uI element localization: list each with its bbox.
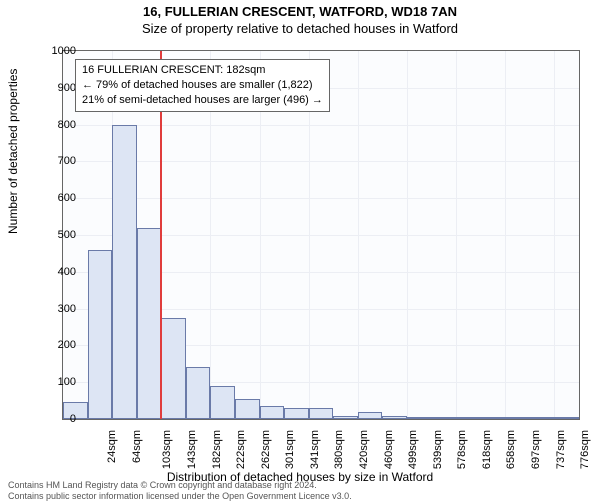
xtick-label: 578sqm (456, 430, 468, 469)
bar (309, 408, 334, 419)
ytick-label: 900 (36, 82, 76, 94)
ytick-label: 300 (36, 303, 76, 315)
bar (456, 417, 481, 419)
ytick-label: 400 (36, 266, 76, 278)
xtick-label: 143sqm (186, 430, 198, 469)
bar (358, 412, 383, 419)
xtick-label: 460sqm (383, 430, 395, 469)
footer: Contains HM Land Registry data © Crown c… (8, 480, 352, 502)
xtick-label: 222sqm (235, 430, 247, 469)
gridline-h (63, 198, 579, 199)
y-axis-title: Number of detached properties (6, 69, 20, 234)
xtick-label: 341sqm (309, 430, 321, 469)
bar (161, 318, 186, 419)
bar (210, 386, 235, 419)
gridline-v (554, 51, 555, 419)
gridline-v (505, 51, 506, 419)
gridline-v (358, 51, 359, 419)
annotation-line2: ← 79% of detached houses are smaller (1,… (82, 78, 323, 93)
annotation-line1: 16 FULLERIAN CRESCENT: 182sqm (82, 63, 323, 78)
plot-region: 16 FULLERIAN CRESCENT: 182sqm ← 79% of d… (62, 50, 580, 420)
xtick-label: 776sqm (579, 430, 591, 469)
xtick-label: 658sqm (506, 430, 518, 469)
bar (88, 250, 113, 419)
xtick-label: 618sqm (481, 430, 493, 469)
xtick-label: 301sqm (284, 430, 296, 469)
xtick-label: 64sqm (131, 430, 143, 463)
bar (333, 416, 358, 419)
bar (112, 125, 137, 419)
bar (284, 408, 309, 419)
annotation-box: 16 FULLERIAN CRESCENT: 182sqm ← 79% of d… (75, 59, 330, 112)
bar (407, 417, 432, 419)
gridline-h (63, 161, 579, 162)
bar (530, 417, 555, 419)
chart-area: 16 FULLERIAN CRESCENT: 182sqm ← 79% of d… (62, 50, 580, 420)
xtick-label: 697sqm (530, 430, 542, 469)
ytick-label: 0 (36, 413, 76, 425)
xtick-label: 182sqm (211, 430, 223, 469)
bar (260, 406, 285, 419)
gridline-v (407, 51, 408, 419)
page-subtitle: Size of property relative to detached ho… (0, 21, 600, 36)
ytick-label: 200 (36, 339, 76, 351)
xtick-label: 737sqm (555, 430, 567, 469)
xtick-label: 539sqm (432, 430, 444, 469)
bar (235, 399, 260, 419)
page-address: 16, FULLERIAN CRESCENT, WATFORD, WD18 7A… (0, 4, 600, 19)
bar (382, 416, 407, 419)
gridline-v (456, 51, 457, 419)
bar (554, 417, 579, 419)
annotation-line3: 21% of semi-detached houses are larger (… (82, 93, 323, 108)
xtick-label: 420sqm (358, 430, 370, 469)
ytick-label: 1000 (36, 45, 76, 57)
bar (432, 417, 457, 419)
ytick-label: 800 (36, 119, 76, 131)
bar (505, 417, 530, 419)
ytick-label: 500 (36, 229, 76, 241)
xtick-label: 499sqm (407, 430, 419, 469)
xtick-label: 380sqm (334, 430, 346, 469)
xtick-label: 24sqm (106, 430, 118, 463)
ytick-label: 700 (36, 155, 76, 167)
xtick-label: 103sqm (162, 430, 174, 469)
ytick-label: 100 (36, 376, 76, 388)
footer-line1: Contains HM Land Registry data © Crown c… (8, 480, 352, 491)
ytick-label: 600 (36, 192, 76, 204)
footer-line2: Contains public sector information licen… (8, 491, 352, 502)
bar (481, 417, 506, 419)
bar (186, 367, 211, 419)
bar (137, 228, 162, 419)
xtick-label: 262sqm (260, 430, 272, 469)
gridline-h (63, 125, 579, 126)
